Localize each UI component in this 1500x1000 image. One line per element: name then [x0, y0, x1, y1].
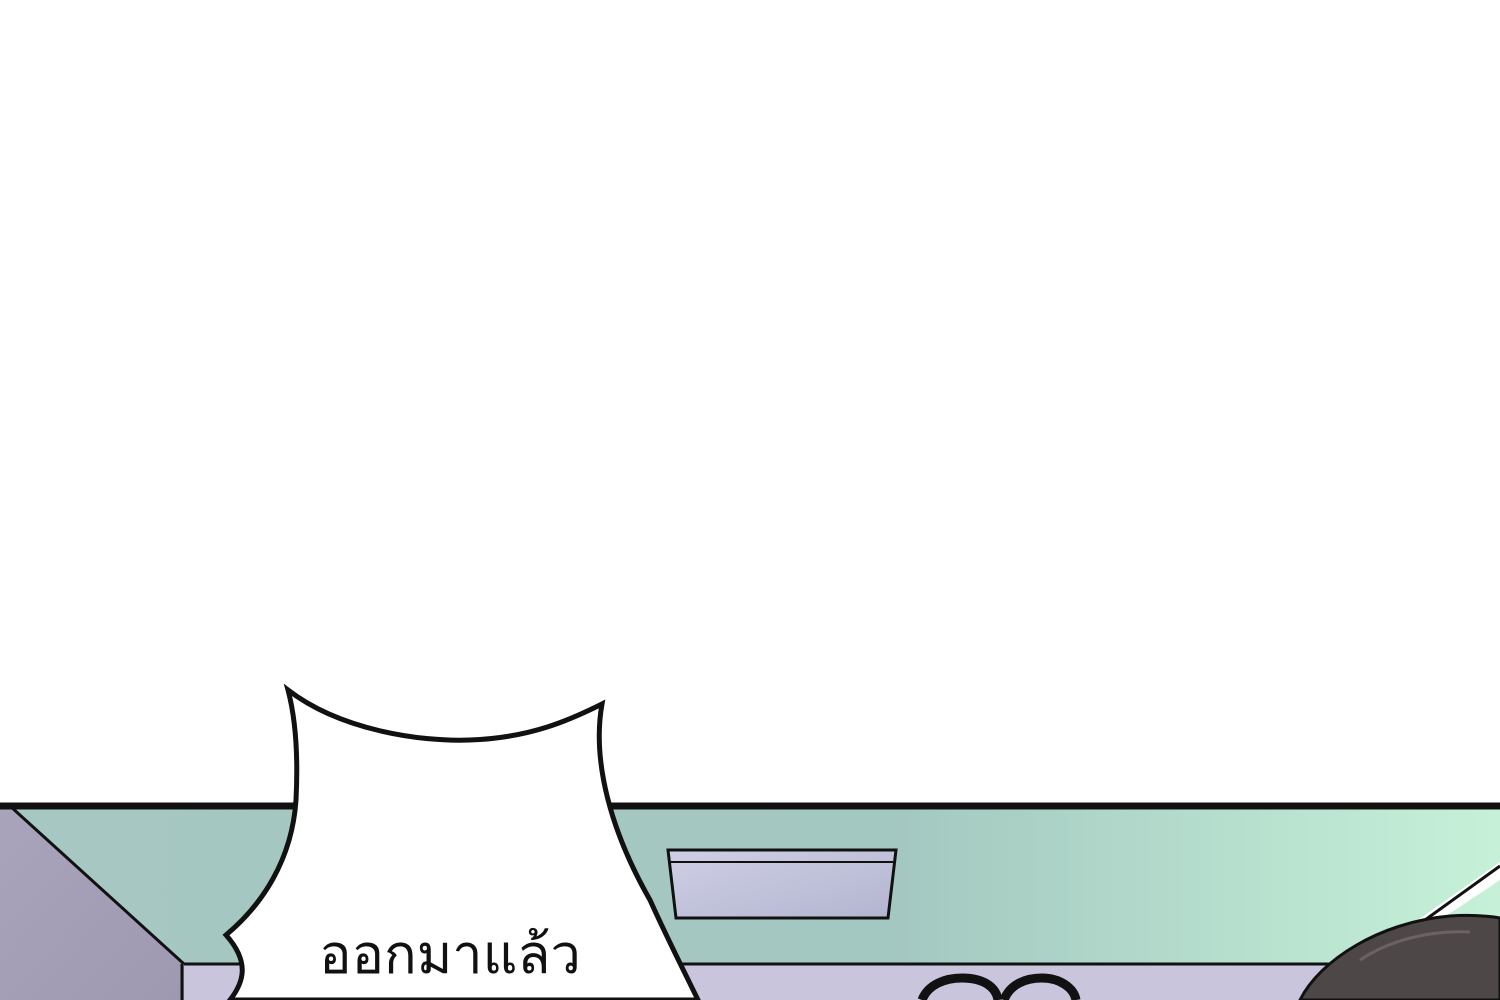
character-hair [1298, 913, 1500, 1000]
speech-bubble [222, 683, 701, 1000]
right-wall-edge [1418, 862, 1500, 920]
ceiling-light [666, 848, 898, 920]
sign-letters [917, 973, 1081, 1000]
speech-bubble-text: ออกมาแล้ว [319, 923, 581, 986]
left-side-wall [0, 806, 184, 1000]
